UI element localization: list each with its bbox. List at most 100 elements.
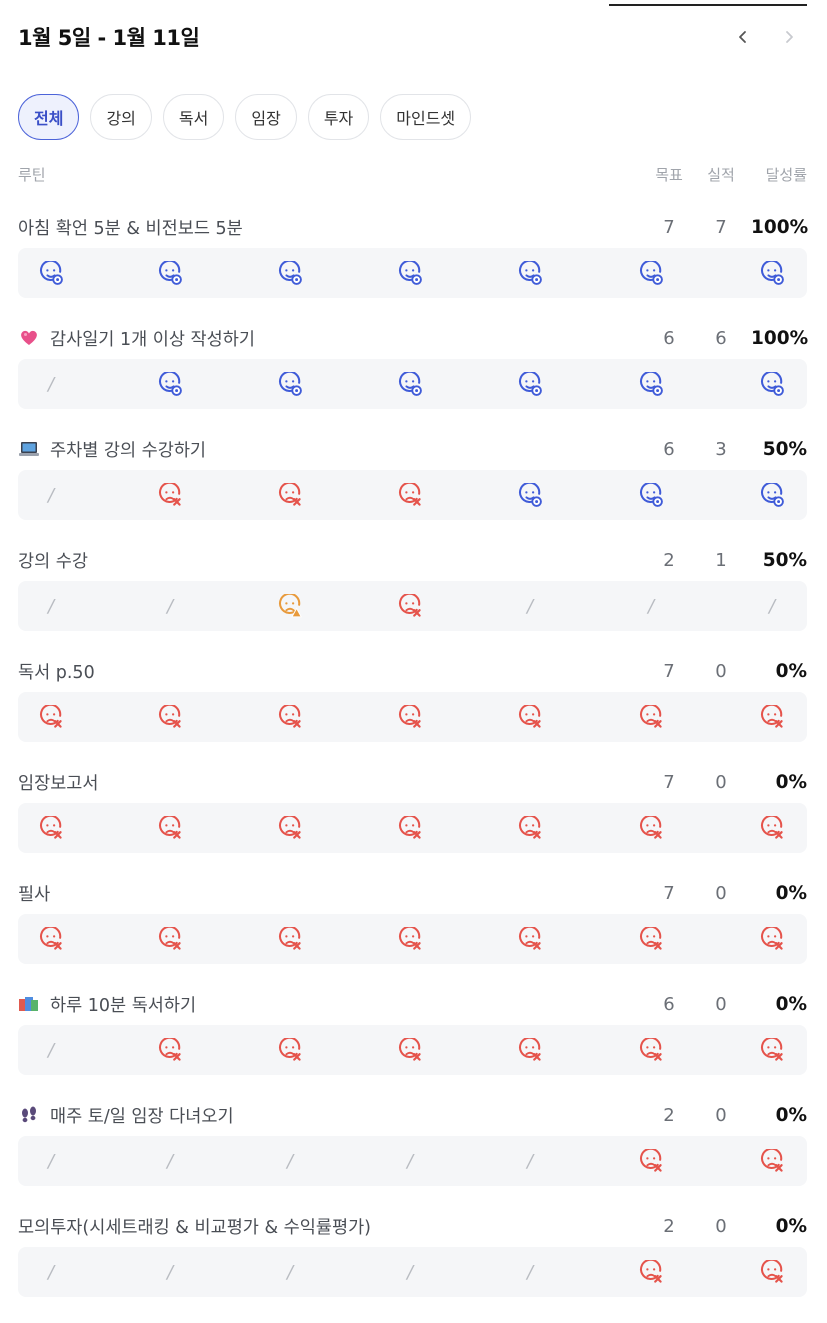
smile-check-icon[interactable]	[752, 248, 792, 298]
day-slash[interactable]: /	[166, 1261, 174, 1283]
tab-4[interactable]: 투자	[307, 94, 370, 140]
sad-x-icon[interactable]	[150, 914, 190, 964]
sad-x-icon[interactable]	[631, 1247, 671, 1297]
sad-x-icon[interactable]	[390, 803, 430, 853]
sad-x-icon[interactable]	[752, 692, 792, 742]
sad-x-icon[interactable]	[631, 692, 671, 742]
routine-row[interactable]: 모의투자(시세트래킹 & 비교평가 & 수익률평가) 2 0 0% / / / / /	[18, 1205, 807, 1316]
chevron-right-icon[interactable]	[777, 25, 801, 49]
routine-name: 독서 p.50	[18, 659, 647, 684]
day-slash[interactable]: /	[47, 484, 55, 506]
routine-name: 하루 10분 독서하기	[18, 992, 647, 1017]
sad-x-icon[interactable]	[390, 581, 430, 631]
smile-check-icon[interactable]	[752, 359, 792, 409]
sad-x-icon[interactable]	[270, 692, 310, 742]
smile-check-icon[interactable]	[510, 470, 550, 520]
chevron-left-icon[interactable]	[731, 25, 755, 49]
day-slash[interactable]: /	[166, 595, 174, 617]
sad-x-icon[interactable]	[752, 1025, 792, 1075]
tab-2[interactable]: 독서	[162, 94, 225, 140]
sad-x-icon[interactable]	[270, 803, 310, 853]
smile-check-icon[interactable]	[510, 248, 550, 298]
smile-check-icon[interactable]	[510, 359, 550, 409]
routine-name-text: 필사	[18, 884, 51, 905]
tab-3[interactable]: 임장	[235, 94, 297, 140]
routine-row[interactable]: 매주 토/일 임장 다녀오기 2 0 0% / / / / /	[18, 1094, 807, 1205]
routine-rate: 50%	[762, 438, 807, 460]
smile-check-icon[interactable]	[390, 248, 430, 298]
tab-0[interactable]: 전체	[18, 94, 80, 140]
smile-check-icon[interactable]	[752, 470, 792, 520]
sad-x-icon[interactable]	[270, 1025, 310, 1075]
day-slash[interactable]: /	[286, 1150, 294, 1172]
sad-x-icon[interactable]	[31, 914, 71, 964]
day-slash[interactable]: /	[526, 1150, 534, 1172]
routine-row[interactable]: 필사 7 0 0%	[18, 872, 807, 983]
smile-check-icon[interactable]	[31, 248, 71, 298]
day-slash[interactable]: /	[166, 1150, 174, 1172]
routine-name: 임장보고서	[18, 770, 647, 795]
smile-check-icon[interactable]	[270, 359, 310, 409]
day-slash[interactable]: /	[406, 1150, 414, 1172]
tab-5[interactable]: 마인드셋	[380, 94, 472, 140]
sad-x-icon[interactable]	[510, 1025, 550, 1075]
sad-x-icon[interactable]	[752, 914, 792, 964]
smile-check-icon[interactable]	[150, 248, 190, 298]
day-slash[interactable]: /	[47, 373, 55, 395]
sad-x-icon[interactable]	[390, 692, 430, 742]
day-slash[interactable]: /	[647, 595, 655, 617]
sad-x-icon[interactable]	[510, 803, 550, 853]
sad-x-icon[interactable]	[752, 1247, 792, 1297]
smile-check-icon[interactable]	[270, 248, 310, 298]
week-header: 1월 5일 - 1월 11일	[18, 20, 807, 54]
day-slash[interactable]: /	[47, 1039, 55, 1061]
routine-name: 모의투자(시세트래킹 & 비교평가 & 수익률평가)	[18, 1214, 647, 1239]
day-slash[interactable]: /	[768, 595, 776, 617]
sad-x-icon[interactable]	[510, 692, 550, 742]
sad-x-icon[interactable]	[390, 1025, 430, 1075]
smile-check-icon[interactable]	[390, 359, 430, 409]
sad-x-icon[interactable]	[150, 803, 190, 853]
day-slash[interactable]: /	[406, 1261, 414, 1283]
week-nav	[731, 25, 801, 49]
routine-header: 매주 토/일 임장 다녀오기 2 0 0%	[18, 1094, 807, 1136]
routine-day-track: /	[18, 470, 807, 520]
day-slash[interactable]: /	[526, 1261, 534, 1283]
routine-row[interactable]: 하루 10분 독서하기 6 0 0% /	[18, 983, 807, 1094]
sad-x-icon[interactable]	[150, 470, 190, 520]
sad-x-icon[interactable]	[631, 1136, 671, 1186]
day-slash[interactable]: /	[286, 1261, 294, 1283]
routine-row[interactable]: 주차별 강의 수강하기 6 3 50% /	[18, 428, 807, 539]
sad-x-icon[interactable]	[270, 914, 310, 964]
smile-check-icon[interactable]	[631, 470, 671, 520]
routine-row[interactable]: 감사일기 1개 이상 작성하기 6 6 100% /	[18, 317, 808, 428]
sad-x-icon[interactable]	[631, 1025, 671, 1075]
sad-x-icon[interactable]	[631, 803, 671, 853]
sad-x-icon[interactable]	[510, 914, 550, 964]
smile-check-icon[interactable]	[631, 248, 671, 298]
routine-row[interactable]: 독서 p.50 7 0 0%	[18, 650, 807, 761]
tab-1[interactable]: 강의	[90, 94, 152, 140]
sad-x-icon[interactable]	[150, 692, 190, 742]
sad-x-icon[interactable]	[31, 692, 71, 742]
routine-row[interactable]: 아침 확언 5분 & 비전보드 5분 7 7 100%	[18, 206, 808, 317]
sad-x-icon[interactable]	[390, 914, 430, 964]
routine-row[interactable]: 강의 수강 2 1 50% / / / / /	[18, 539, 807, 650]
day-slash[interactable]: /	[526, 595, 534, 617]
sad-x-icon[interactable]	[150, 1025, 190, 1075]
day-slash[interactable]: /	[47, 1261, 55, 1283]
routine-name-text: 하루 10분 독서하기	[50, 995, 197, 1016]
smile-check-icon[interactable]	[150, 359, 190, 409]
routine-row[interactable]: 임장보고서 7 0 0%	[18, 761, 807, 872]
sad-x-icon[interactable]	[631, 914, 671, 964]
sad-x-icon[interactable]	[752, 1136, 792, 1186]
smile-check-icon[interactable]	[631, 359, 671, 409]
routine-goal: 6	[663, 327, 675, 349]
sad-x-icon[interactable]	[390, 470, 430, 520]
day-slash[interactable]: /	[47, 1150, 55, 1172]
day-slash[interactable]: /	[47, 595, 55, 617]
sad-x-icon[interactable]	[752, 803, 792, 853]
sad-x-icon[interactable]	[270, 470, 310, 520]
sad-warning-icon[interactable]	[270, 581, 310, 631]
sad-x-icon[interactable]	[31, 803, 71, 853]
